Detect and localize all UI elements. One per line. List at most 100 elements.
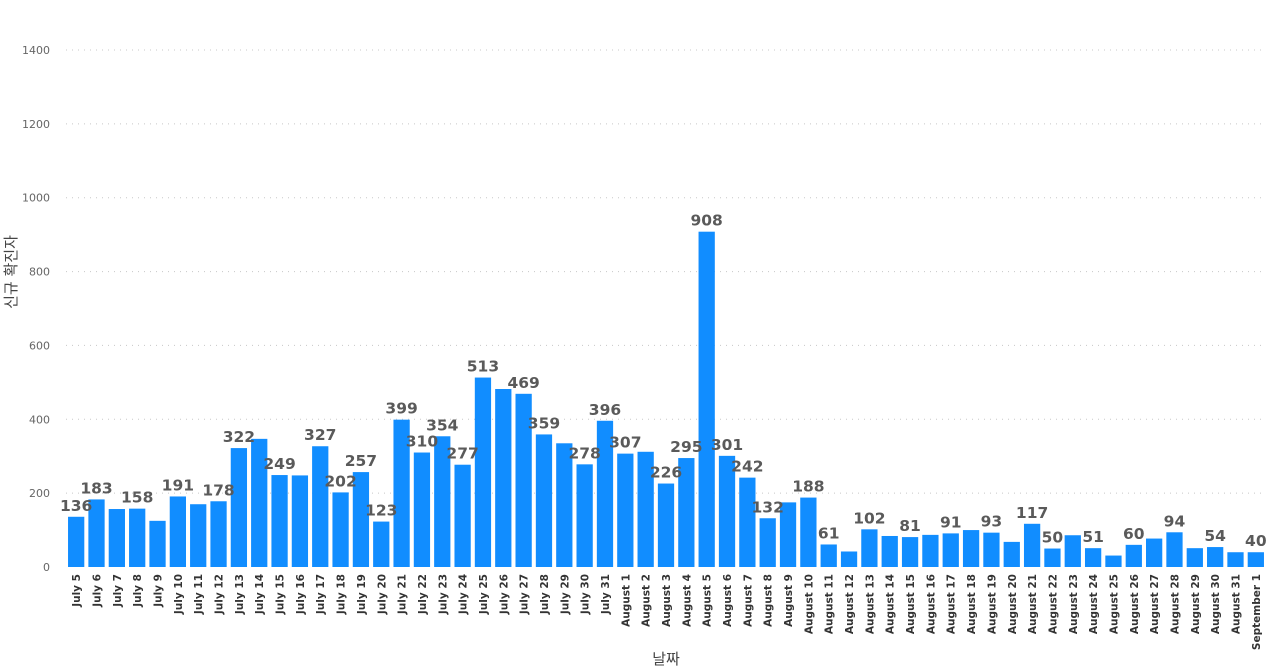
data-label: 249 <box>263 455 295 473</box>
x-tick-label: August 15 <box>905 574 917 634</box>
bar <box>413 452 431 567</box>
data-label: 310 <box>406 433 439 451</box>
x-tick-label: July 24 <box>458 574 470 615</box>
bar <box>1125 544 1142 567</box>
data-label: 354 <box>426 416 459 434</box>
bar <box>190 504 207 567</box>
x-tick-label: July 17 <box>315 574 327 615</box>
data-label: 132 <box>752 498 784 516</box>
data-label: 295 <box>670 438 702 456</box>
data-label: 93 <box>981 513 1003 531</box>
x-tick-label: August 31 <box>1230 574 1242 634</box>
data-label: 191 <box>162 476 194 494</box>
x-tick-label: July 9 <box>153 574 165 608</box>
x-tick-label: August 18 <box>966 574 978 634</box>
bar <box>739 477 756 567</box>
x-tick-label: July 12 <box>214 574 226 615</box>
data-label: 178 <box>202 481 234 499</box>
x-tick-label: July 14 <box>254 574 266 615</box>
bar <box>149 520 166 567</box>
x-axis-ticks: July 5 July 6 July 7 July 8 July 9 July 10 Jul… <box>71 574 1263 650</box>
data-label: 908 <box>690 212 722 230</box>
bar <box>393 419 410 567</box>
data-label: 91 <box>940 513 962 531</box>
bar <box>210 501 227 567</box>
x-tick-label: July 19 <box>356 574 368 615</box>
y-tick-label: 1000 <box>22 192 50 205</box>
bar <box>271 475 288 567</box>
data-label: 61 <box>818 524 840 542</box>
x-tick-label: July 28 <box>539 574 551 615</box>
x-tick-label: August 2 <box>641 574 653 627</box>
bar <box>820 544 837 567</box>
data-label: 81 <box>899 517 921 535</box>
data-label: 40 <box>1245 532 1267 550</box>
x-tick-label: September 1 <box>1251 574 1263 650</box>
data-label: 257 <box>345 452 377 470</box>
bar <box>251 438 268 567</box>
bar <box>596 420 614 567</box>
x-tick-label: July 6 <box>92 574 104 608</box>
x-tick-label: August 14 <box>885 574 897 634</box>
bar <box>678 458 695 567</box>
x-tick-label: July 7 <box>112 574 124 608</box>
x-tick-label: July 11 <box>193 574 205 615</box>
y-tick-label: 800 <box>29 266 50 279</box>
x-tick-label: August 13 <box>864 574 876 634</box>
bar <box>637 451 654 567</box>
bar <box>169 496 186 567</box>
x-tick-label: August 9 <box>783 574 795 627</box>
bar <box>1227 552 1244 567</box>
bar <box>922 534 939 567</box>
bar <box>942 533 959 567</box>
x-tick-label: August 29 <box>1190 574 1202 634</box>
data-label: 307 <box>609 434 641 452</box>
x-tick-label: August 19 <box>986 574 998 634</box>
x-tick-label: July 5 <box>71 574 83 608</box>
x-tick-label: August 1 <box>620 574 632 627</box>
bar <box>373 521 390 567</box>
data-label: 396 <box>589 401 621 419</box>
x-tick-label: July 25 <box>478 574 490 615</box>
bar <box>230 448 248 567</box>
x-tick-label: July 29 <box>559 574 571 615</box>
y-axis-ticks: 0 200 400 600 800 1000 1200 1400 <box>22 44 50 574</box>
x-tick-label: August 24 <box>1088 574 1100 634</box>
data-label: 277 <box>446 445 478 463</box>
x-tick-label: August 8 <box>763 574 775 627</box>
bar <box>1003 541 1020 567</box>
bar <box>657 483 675 567</box>
data-label: 188 <box>792 478 824 496</box>
bar <box>434 436 451 567</box>
bar <box>800 497 817 567</box>
x-tick-label: August 11 <box>824 574 836 634</box>
data-label: 136 <box>60 497 92 515</box>
y-tick-label: 600 <box>29 339 50 352</box>
x-tick-label: July 15 <box>275 574 287 615</box>
x-axis-title: 날짜 <box>652 650 680 668</box>
bar <box>1084 548 1102 567</box>
bar <box>1105 555 1122 567</box>
x-tick-label: July 22 <box>417 574 429 615</box>
x-tick-label: August 20 <box>1007 574 1019 634</box>
bar <box>352 472 370 567</box>
data-label: 327 <box>304 426 336 444</box>
bar <box>535 434 553 567</box>
y-tick-label: 200 <box>29 487 50 500</box>
x-tick-label: July 26 <box>498 574 510 615</box>
x-tick-label: August 21 <box>1027 574 1039 634</box>
bar <box>1247 552 1264 567</box>
x-tick-label: July 27 <box>519 574 531 615</box>
bar <box>617 453 634 567</box>
y-tick-label: 1200 <box>22 118 50 131</box>
bar <box>454 464 471 567</box>
bar <box>840 551 858 567</box>
data-label: 513 <box>467 358 499 376</box>
y-axis-title: 신규 확진자 <box>2 235 20 309</box>
x-tick-label: July 21 <box>397 574 409 615</box>
x-tick-label: August 16 <box>925 574 937 634</box>
bar <box>576 464 593 567</box>
bar <box>718 455 736 567</box>
data-label: 102 <box>853 509 885 527</box>
